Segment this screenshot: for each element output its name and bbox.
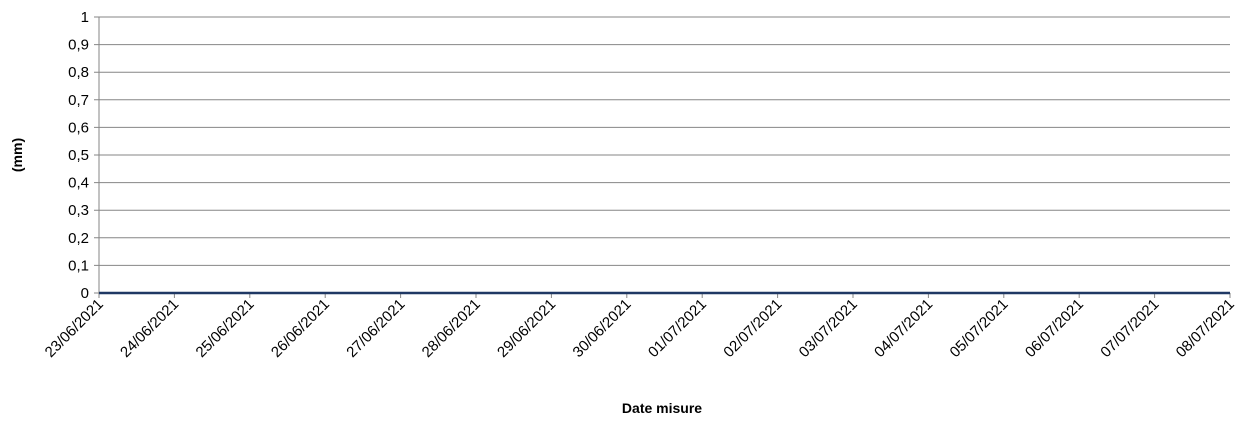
x-tick-label: 03/07/2021	[796, 296, 861, 361]
y-tick-label: 0,6	[68, 119, 89, 136]
y-tick-label: 0,2	[68, 230, 89, 247]
x-tick-label: 30/06/2021	[570, 296, 635, 361]
y-tick-label: 0,8	[68, 64, 89, 81]
x-tick-label: 07/07/2021	[1097, 296, 1162, 361]
x-tick-label: 26/06/2021	[268, 296, 333, 361]
x-axis-ticks: 23/06/2021 24/06/2021 25/06/2021 26/06/2021…	[42, 293, 1238, 361]
gridlines	[94, 16, 1230, 294]
x-tick-label: 01/07/2021	[645, 296, 710, 361]
y-axis-ticks: 0 0,1 0,2 0,3 0,4 0,5 0,6 0,7 0,8 0,9 1	[68, 9, 89, 302]
x-axis-title: Date misure	[622, 400, 702, 416]
y-tick-label: 0,9	[68, 37, 89, 54]
x-tick-label: 02/07/2021	[720, 296, 785, 361]
x-tick-label: 25/06/2021	[193, 296, 258, 361]
y-tick-label: 0,7	[68, 92, 89, 109]
x-tick-label: 28/06/2021	[419, 296, 484, 361]
x-tick-label: 23/06/2021	[42, 296, 107, 361]
x-tick-label: 06/07/2021	[1022, 296, 1087, 361]
y-axis-title: (mm)	[9, 138, 25, 172]
y-tick-label: 0,4	[68, 175, 89, 192]
x-tick-label: 27/06/2021	[343, 296, 408, 361]
y-tick-label: 0	[81, 285, 89, 302]
x-tick-label: 24/06/2021	[117, 296, 182, 361]
x-tick-label: 05/07/2021	[947, 296, 1012, 361]
y-tick-label: 0,3	[68, 202, 89, 219]
x-tick-label: 08/07/2021	[1173, 296, 1238, 361]
x-tick-label: 04/07/2021	[871, 296, 936, 361]
x-tick-label: 29/06/2021	[494, 296, 559, 361]
y-tick-label: 0,5	[68, 147, 89, 164]
y-tick-label: 1	[81, 9, 89, 26]
y-tick-label: 0,1	[68, 257, 89, 274]
